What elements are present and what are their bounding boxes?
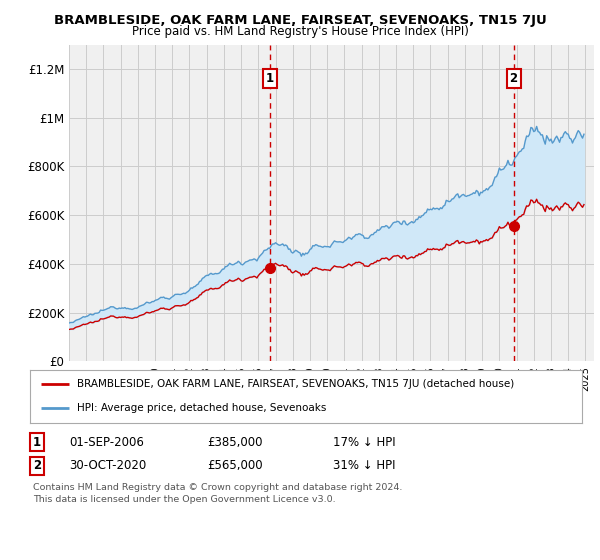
Text: 2: 2 xyxy=(509,72,518,85)
Text: This data is licensed under the Open Government Licence v3.0.: This data is licensed under the Open Gov… xyxy=(33,495,335,504)
Text: Price paid vs. HM Land Registry's House Price Index (HPI): Price paid vs. HM Land Registry's House … xyxy=(131,25,469,38)
Text: £565,000: £565,000 xyxy=(207,459,263,473)
Text: BRAMBLESIDE, OAK FARM LANE, FAIRSEAT, SEVENOAKS, TN15 7JU (detached house): BRAMBLESIDE, OAK FARM LANE, FAIRSEAT, SE… xyxy=(77,379,514,389)
Text: 30-OCT-2020: 30-OCT-2020 xyxy=(69,459,146,473)
Text: Contains HM Land Registry data © Crown copyright and database right 2024.: Contains HM Land Registry data © Crown c… xyxy=(33,483,403,492)
Text: 17% ↓ HPI: 17% ↓ HPI xyxy=(333,436,395,449)
Text: BRAMBLESIDE, OAK FARM LANE, FAIRSEAT, SEVENOAKS, TN15 7JU: BRAMBLESIDE, OAK FARM LANE, FAIRSEAT, SE… xyxy=(53,14,547,27)
Text: 2: 2 xyxy=(33,459,41,473)
Text: 1: 1 xyxy=(33,436,41,449)
Text: 31% ↓ HPI: 31% ↓ HPI xyxy=(333,459,395,473)
Text: 1: 1 xyxy=(266,72,274,85)
Text: £385,000: £385,000 xyxy=(207,436,263,449)
Text: HPI: Average price, detached house, Sevenoaks: HPI: Average price, detached house, Seve… xyxy=(77,403,326,413)
Text: 01-SEP-2006: 01-SEP-2006 xyxy=(69,436,144,449)
